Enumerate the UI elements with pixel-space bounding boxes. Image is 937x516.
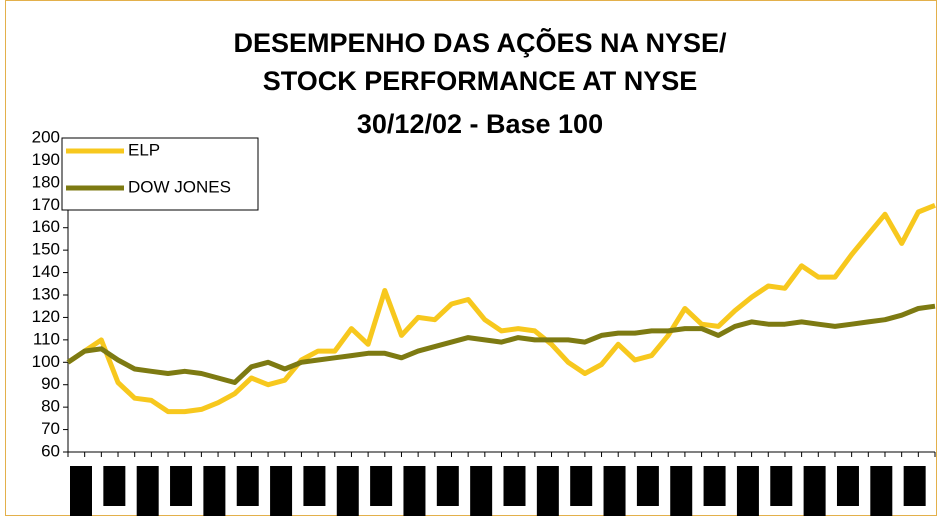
y-tick-label: 90 bbox=[41, 374, 60, 393]
chart-border bbox=[5, 0, 937, 516]
chart-title: 30/12/02 - Base 100 bbox=[357, 109, 603, 139]
y-tick-label: 190 bbox=[32, 150, 60, 169]
x-label-block bbox=[136, 466, 159, 516]
x-label-block bbox=[636, 466, 659, 506]
x-label-block bbox=[703, 466, 726, 506]
chart-title: STOCK PERFORMANCE AT NYSE bbox=[263, 66, 698, 96]
x-label-block bbox=[670, 466, 693, 516]
y-tick-label: 110 bbox=[33, 329, 60, 348]
y-tick-label: 120 bbox=[32, 307, 60, 326]
x-label-block bbox=[270, 466, 293, 516]
x-label-block bbox=[870, 466, 893, 516]
legend-label: DOW JONES bbox=[128, 177, 231, 196]
series-line bbox=[66, 202, 936, 415]
y-tick-label: 70 bbox=[41, 419, 60, 438]
x-label-block bbox=[436, 466, 459, 506]
x-label-block bbox=[470, 466, 493, 516]
legend-label: ELP bbox=[128, 140, 160, 159]
x-label-block bbox=[336, 466, 359, 516]
x-label-block bbox=[736, 466, 759, 516]
y-tick-label: 180 bbox=[32, 172, 60, 191]
y-tick-label: 80 bbox=[41, 397, 60, 416]
y-tick-label: 160 bbox=[32, 217, 60, 236]
x-label-block bbox=[236, 466, 259, 506]
x-label-block bbox=[836, 466, 859, 506]
x-label-block bbox=[536, 466, 559, 516]
series-line bbox=[66, 303, 936, 385]
x-label-block bbox=[70, 466, 92, 516]
y-tick-label: 200 bbox=[32, 127, 60, 146]
x-label-block bbox=[603, 466, 626, 516]
x-label-block bbox=[803, 466, 826, 516]
x-label-block bbox=[370, 466, 393, 506]
y-tick-label: 150 bbox=[32, 240, 60, 259]
y-tick-label: 60 bbox=[41, 441, 60, 460]
y-tick-label: 140 bbox=[32, 262, 60, 281]
x-label-block bbox=[170, 466, 193, 506]
x-label-block bbox=[203, 466, 226, 516]
x-label-block bbox=[503, 466, 526, 506]
chart-title: DESEMPENHO DAS AÇÕES NA NYSE/ bbox=[233, 27, 727, 58]
y-tick-label: 100 bbox=[32, 352, 60, 371]
x-label-block bbox=[103, 466, 126, 506]
y-tick-label: 130 bbox=[32, 284, 60, 303]
y-tick-label: 170 bbox=[32, 195, 60, 214]
x-label-block bbox=[903, 466, 926, 506]
x-label-block bbox=[403, 466, 426, 516]
x-label-block bbox=[570, 466, 593, 506]
x-label-block bbox=[770, 466, 793, 506]
x-label-block bbox=[303, 466, 326, 506]
